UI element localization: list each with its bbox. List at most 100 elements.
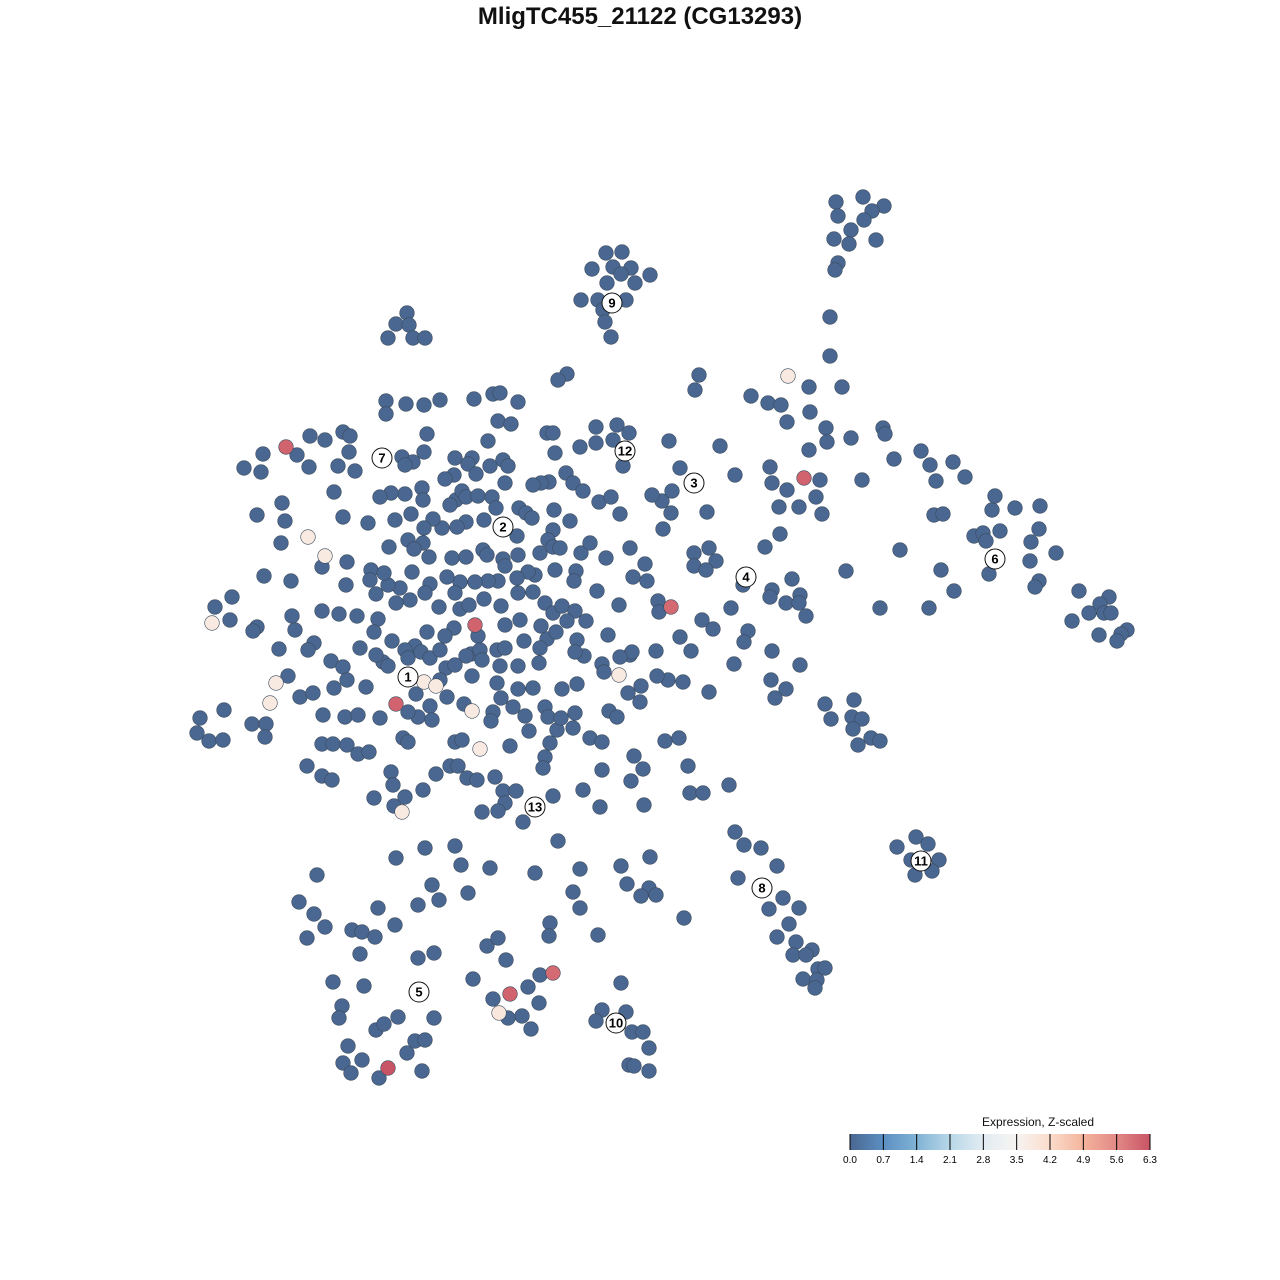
- data-point: [597, 314, 613, 330]
- data-point: [784, 571, 800, 587]
- data-point: [920, 836, 936, 852]
- data-point: [525, 680, 541, 696]
- data-point: [362, 572, 378, 588]
- data-point: [509, 528, 525, 544]
- data-point: [284, 608, 300, 624]
- data-point: [367, 929, 383, 945]
- cluster-label-text: 7: [378, 451, 385, 466]
- data-point: [408, 686, 424, 702]
- data-point: [573, 545, 589, 561]
- data-point: [605, 432, 621, 448]
- data-point: [625, 569, 641, 585]
- data-point: [397, 789, 413, 805]
- data-point: [1064, 613, 1080, 629]
- data-point: [723, 600, 739, 616]
- data-point: [588, 419, 604, 435]
- data-point: [368, 586, 384, 602]
- data-point: [299, 758, 315, 774]
- cluster-label-5: 5: [408, 981, 430, 1003]
- data-point: [701, 540, 717, 556]
- data-point: [253, 464, 269, 480]
- data-point: [387, 917, 403, 933]
- data-point: [464, 703, 480, 719]
- data-point: [387, 512, 403, 528]
- data-point: [444, 550, 460, 566]
- data-point: [449, 519, 465, 535]
- data-point: [778, 681, 794, 697]
- data-point: [510, 547, 526, 563]
- cluster-label-marker: [492, 516, 514, 538]
- data-point: [698, 562, 714, 578]
- data-point: [358, 679, 374, 695]
- data-point: [613, 858, 629, 874]
- data-point: [736, 837, 752, 853]
- data-point: [637, 556, 653, 572]
- data-point: [642, 267, 658, 283]
- data-point: [541, 928, 557, 944]
- data-point: [856, 212, 872, 228]
- data-point: [828, 194, 844, 210]
- data-point: [921, 600, 937, 616]
- data-point: [613, 266, 629, 282]
- data-point: [567, 644, 583, 660]
- cluster-label-text: 10: [609, 1016, 623, 1031]
- data-point: [331, 606, 347, 622]
- data-point: [572, 861, 588, 877]
- data-point: [370, 900, 386, 916]
- data-point: [565, 720, 581, 736]
- data-point: [461, 597, 477, 613]
- cluster-label-marker: [605, 1012, 627, 1034]
- data-point: [680, 758, 696, 774]
- data-point: [521, 723, 537, 739]
- data-point: [626, 748, 642, 764]
- data-point: [721, 777, 737, 793]
- data-point: [360, 515, 376, 531]
- data-point: [249, 507, 265, 523]
- data-point: [817, 960, 833, 976]
- data-point: [291, 894, 307, 910]
- data-point: [596, 664, 612, 680]
- data-point: [791, 900, 807, 916]
- data-point: [547, 562, 563, 578]
- data-point: [325, 974, 341, 990]
- data-point: [780, 368, 796, 384]
- data-point: [416, 520, 432, 536]
- data-point: [376, 565, 392, 581]
- data-point: [781, 916, 797, 932]
- data-point: [808, 489, 824, 505]
- data-point: [598, 550, 614, 566]
- data-point: [841, 236, 857, 252]
- data-point: [614, 244, 630, 260]
- data-point: [1081, 605, 1097, 621]
- data-point: [372, 489, 388, 505]
- data-point: [695, 785, 711, 801]
- data-point: [352, 946, 368, 962]
- data-point: [432, 392, 448, 408]
- data-point: [476, 512, 492, 528]
- data-point: [503, 416, 519, 432]
- data-point: [376, 1016, 392, 1032]
- data-point: [655, 521, 671, 537]
- data-point: [283, 573, 299, 589]
- data-point: [510, 585, 526, 601]
- data-point: [584, 261, 600, 277]
- data-point: [394, 804, 410, 820]
- data-point: [370, 611, 386, 627]
- cluster-label-marker: [601, 292, 623, 314]
- data-point: [466, 391, 482, 407]
- data-point: [675, 674, 691, 690]
- data-point: [594, 734, 610, 750]
- data-point: [485, 991, 501, 1007]
- data-point: [447, 450, 463, 466]
- data-point: [553, 710, 569, 726]
- data-point: [380, 330, 396, 346]
- data-point: [802, 404, 818, 420]
- data-point: [490, 413, 506, 429]
- data-point: [274, 495, 290, 511]
- data-point: [437, 628, 453, 644]
- data-point: [415, 782, 431, 798]
- data-point: [397, 457, 413, 473]
- data-point: [454, 732, 470, 748]
- data-point: [791, 499, 807, 515]
- data-point: [371, 1070, 387, 1086]
